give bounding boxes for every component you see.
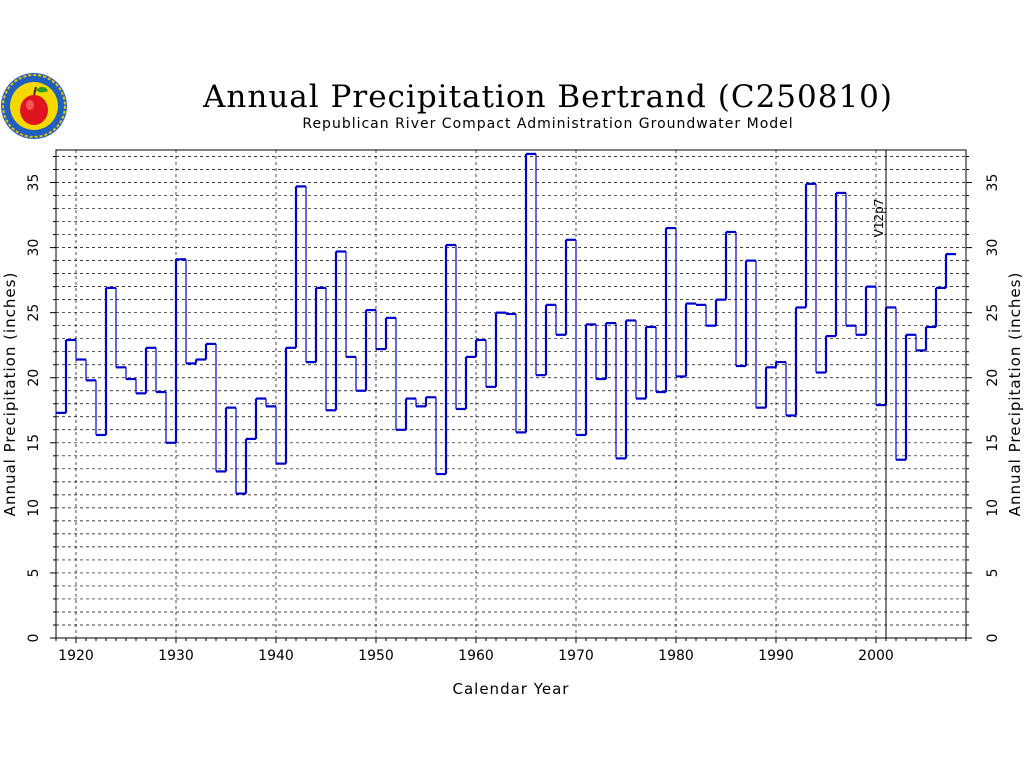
- y-tick-label-right: 0: [985, 634, 1001, 643]
- y-tick-label-right: 25: [985, 304, 1001, 322]
- y-tick-label: 35: [26, 174, 42, 192]
- x-tick-label: 1940: [258, 648, 294, 664]
- logo-seal-icon: [1, 73, 67, 139]
- x-tick-label: 1970: [558, 648, 594, 664]
- y-tick-label-right: 30: [985, 239, 1001, 257]
- x-tick-label: 1920: [58, 648, 94, 664]
- series-group: [56, 152, 956, 495]
- y-tick-label: 10: [26, 499, 42, 517]
- y-tick-label-right: 5: [985, 568, 1001, 577]
- y-tick-label-right: 10: [985, 499, 1001, 517]
- x-tick-label: 1950: [358, 648, 394, 664]
- plot-frame: [55, 149, 967, 639]
- x-tick-label: 1980: [658, 648, 694, 664]
- y-axis-label-right: Annual Precipitation (inches): [1006, 272, 1024, 517]
- chart-subtitle: Republican River Compact Administration …: [302, 116, 793, 132]
- x-tick-label: 1960: [458, 648, 494, 664]
- annotation-label: V12p7: [872, 199, 886, 238]
- y-tick-label: 5: [26, 568, 42, 577]
- x-tick-label: 1930: [158, 648, 194, 664]
- chart-title: Annual Precipitation Bertrand (C250810): [202, 79, 893, 115]
- y-tick-label-right: 35: [985, 174, 1001, 192]
- y-tick-label: 15: [26, 434, 42, 452]
- y-tick-label-right: 15: [985, 434, 1001, 452]
- y-tick-label: 20: [26, 369, 42, 387]
- x-tick-label: 1990: [758, 648, 794, 664]
- annotation-group: V12p7: [872, 150, 887, 638]
- y-tick-label: 0: [26, 634, 42, 643]
- y-tick-label: 25: [26, 304, 42, 322]
- y-tick-label: 30: [26, 239, 42, 257]
- x-axis-label: Calendar Year: [453, 680, 570, 698]
- x-tick-label: 2000: [858, 648, 894, 664]
- grid: [56, 150, 966, 638]
- y-tick-label-right: 20: [985, 369, 1001, 387]
- y-axis-label: Annual Precipitation (inches): [1, 272, 19, 517]
- x-axis: 1920 1930 1940 1950 1960 1970 1980 1990 2000: [55, 638, 967, 664]
- y-axis: 0 0 5 5 10 10 15 15 20 20 25 25 30 30 35 35: [26, 156, 1001, 643]
